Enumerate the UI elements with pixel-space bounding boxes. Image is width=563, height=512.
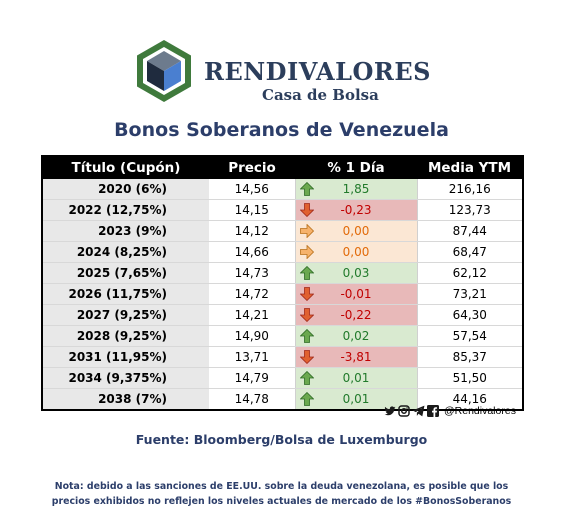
bond-price: 14,79: [209, 367, 296, 389]
bond-title: 2024 (8,25%): [42, 241, 209, 263]
bond-title: 2020 (6%): [42, 179, 209, 200]
facebook-icon[interactable]: [427, 405, 439, 417]
bond-title: 2023 (9%): [42, 220, 209, 242]
bond-price: 13,71: [209, 346, 296, 368]
header-cambio: % 1 Día: [295, 156, 417, 179]
bond-change: 0,01: [295, 367, 417, 389]
telegram-icon[interactable]: [412, 405, 425, 417]
table-row: 2034 (9,375%) 14,79 0,01 51,50: [42, 367, 523, 389]
arrow-up-icon: [299, 329, 314, 343]
bond-price: 14,90: [209, 325, 296, 347]
bond-ytm: 44,16: [416, 388, 523, 411]
table-row: 2027 (9,25%) 14,21 -0,22 64,30: [42, 304, 523, 326]
bonds-table: Título (Cupón) Precio % 1 Día Media YTM …: [41, 155, 524, 411]
bonds-table-body: 2020 (6%) 14,56 1,85 216,16 2022 (12,75%) 14,…: [42, 179, 523, 411]
table-row: 2024 (8,25%) 14,66 0,00 68,47: [42, 241, 523, 263]
bond-change: -0,01: [295, 283, 417, 305]
bond-change: 1,85: [295, 179, 417, 200]
bond-title: 2031 (11,95%): [42, 346, 209, 368]
bond-change: -0,22: [295, 304, 417, 326]
table-row: 2022 (12,75%) 14,15 -0,23 123,73: [42, 199, 523, 221]
bond-ytm: 51,50: [416, 367, 523, 389]
bond-change: -0,23: [295, 199, 417, 221]
arrow-right-icon: [299, 224, 314, 238]
brand-subtitle: Casa de Bolsa: [262, 86, 379, 104]
bond-change: 0,00: [295, 220, 417, 242]
table-row: 2038 (7%) 14,78 0,01 44,16: [42, 388, 523, 411]
disclaimer-note: Nota: debido a las sanciones de EE.UU. s…: [51, 481, 512, 507]
arrow-up-icon: [299, 392, 314, 406]
bond-ytm: 123,73: [416, 199, 523, 221]
bond-ytm: 62,12: [416, 262, 523, 284]
table-row: 2023 (9%) 14,12 0,00 87,44: [42, 220, 523, 242]
bond-change-value: -0,01: [340, 287, 372, 301]
bond-change: 0,03: [295, 262, 417, 284]
arrow-up-icon: [299, 182, 314, 196]
arrow-right-icon: [299, 245, 314, 259]
bond-change: 0,00: [295, 241, 417, 263]
bond-price: 14,72: [209, 283, 296, 305]
bond-price: 14,73: [209, 262, 296, 284]
arrow-down-icon: [299, 287, 314, 301]
arrow-up-icon: [299, 371, 314, 385]
header-precio: Precio: [209, 156, 295, 179]
bond-price: 14,15: [209, 199, 296, 221]
social-links: @Rendivalores: [384, 405, 516, 417]
bond-title: 2034 (9,375%): [42, 367, 209, 389]
rendivalores-logo: [137, 40, 191, 102]
bond-title: 2026 (11,75%): [42, 283, 209, 305]
table-row: 2025 (7,65%) 14,73 0,03 62,12: [42, 262, 523, 284]
arrow-down-icon: [299, 203, 314, 217]
table-row: 2031 (11,95%) 13,71 -3,81 85,37: [42, 346, 523, 368]
twitter-icon[interactable]: [384, 405, 396, 417]
bond-title: 2022 (12,75%): [42, 199, 209, 221]
bond-change: -3,81: [295, 346, 417, 368]
bond-ytm: 57,54: [416, 325, 523, 347]
bond-title: 2025 (7,65%): [42, 262, 209, 284]
arrow-down-icon: [299, 350, 314, 364]
bond-price: 14,78: [209, 388, 296, 411]
bond-price: 14,21: [209, 304, 296, 326]
instagram-icon[interactable]: [398, 405, 410, 417]
bond-price: 14,56: [209, 179, 296, 200]
bond-change-value: -0,22: [340, 308, 372, 322]
bond-change-value: 0,03: [342, 266, 370, 280]
brand-name: RENDIVALORES: [204, 57, 431, 86]
bond-change-value: -3,81: [340, 350, 372, 364]
bond-change-value: -0,23: [340, 203, 372, 217]
bond-ytm: 73,21: [416, 283, 523, 305]
bond-ytm: 64,30: [416, 304, 523, 326]
header-ytm: Media YTM: [417, 156, 523, 179]
table-row: 2020 (6%) 14,56 1,85 216,16: [42, 179, 523, 200]
bond-ytm: 68,47: [416, 241, 523, 263]
arrow-up-icon: [299, 266, 314, 280]
bond-change: 0,02: [295, 325, 417, 347]
bond-change-value: 0,00: [342, 245, 370, 259]
bond-ytm: 216,16: [416, 179, 523, 200]
bond-price: 14,12: [209, 220, 296, 242]
bond-title: 2038 (7%): [42, 388, 209, 411]
bond-change-value: 0,02: [342, 329, 370, 343]
arrow-down-icon: [299, 308, 314, 322]
table-row: 2028 (9,25%) 14,90 0,02 57,54: [42, 325, 523, 347]
bond-change-value: 0,01: [342, 392, 370, 406]
social-handle[interactable]: @Rendivalores: [444, 405, 516, 417]
bond-change: 0,01: [295, 388, 417, 411]
bond-title: 2028 (9,25%): [42, 325, 209, 347]
table-header-row: Título (Cupón) Precio % 1 Día Media YTM: [42, 156, 523, 179]
source-text: Fuente: Bloomberg/Bolsa de Luxemburgo: [135, 432, 428, 447]
page-title: Bonos Soberanos de Venezuela: [114, 119, 449, 141]
bond-change-value: 0,01: [342, 371, 370, 385]
table-row: 2026 (11,75%) 14,72 -0,01 73,21: [42, 283, 523, 305]
bond-price: 14,66: [209, 241, 296, 263]
bond-ytm: 85,37: [416, 346, 523, 368]
header-titulo: Título (Cupón): [42, 156, 209, 179]
bond-change-value: 1,85: [342, 182, 370, 196]
bond-title: 2027 (9,25%): [42, 304, 209, 326]
bond-change-value: 0,00: [342, 224, 370, 238]
bond-ytm: 87,44: [416, 220, 523, 242]
